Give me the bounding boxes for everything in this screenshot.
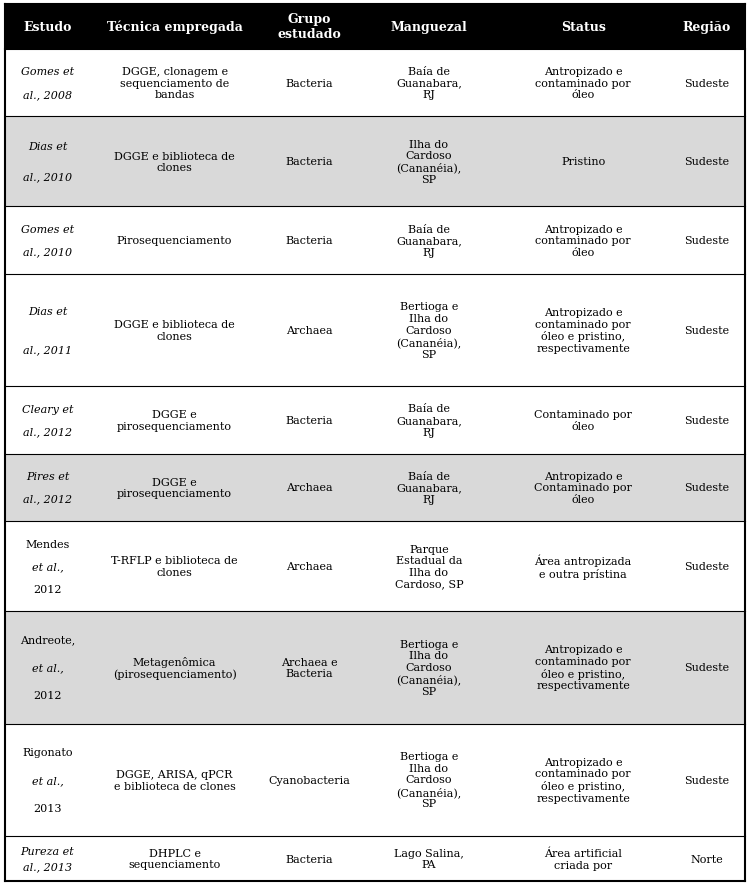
Text: Antropizado e
contaminado por
óleo e pristino,
respectivamente: Antropizado e contaminado por óleo e pri… [536,757,631,803]
Bar [5,275,745,387]
Bar [5,387,745,455]
Text: al., 2010: al., 2010 [22,172,72,183]
Text: al., 2011: al., 2011 [22,345,72,354]
Text: Andreote,: Andreote, [20,634,75,644]
Text: al., 2010: al., 2010 [22,247,72,257]
Text: Rigonato: Rigonato [22,747,73,757]
Text: Antropizado e
contaminado por
óleo: Antropizado e contaminado por óleo [536,224,631,258]
Text: al., 2012: al., 2012 [22,494,72,504]
Text: Baía de
Guanabara,
RJ: Baía de Guanabara, RJ [396,471,462,504]
Text: al., 2008: al., 2008 [22,89,72,100]
Bar [5,522,745,611]
Text: et al.,: et al., [32,775,63,785]
Text: Bacteria: Bacteria [286,79,333,89]
Text: Técnica empregada: Técnica empregada [106,20,242,35]
Text: Archaea: Archaea [286,562,333,571]
Text: Pureza et: Pureza et [20,846,74,856]
Text: Gomes et: Gomes et [21,67,74,77]
Text: Gomes et: Gomes et [21,225,74,235]
Text: Dias et: Dias et [28,307,67,317]
Bar [5,207,745,275]
Text: Estudo: Estudo [23,21,71,34]
Bar [5,836,745,881]
Text: al., 2012: al., 2012 [22,427,72,437]
Text: Metagenômica
(pirosequenciamento): Metagenômica (pirosequenciamento) [112,656,236,680]
Text: Grupo
estudado: Grupo estudado [278,13,341,42]
Text: Cleary et: Cleary et [22,404,74,415]
Text: Sudeste: Sudeste [684,775,729,785]
Text: T-RFLP e biblioteca de
clones: T-RFLP e biblioteca de clones [111,556,238,578]
Text: Parque
Estadual da
Ilha do
Cardoso, SP: Parque Estadual da Ilha do Cardoso, SP [394,544,464,589]
Text: Lago Salina,
PA: Lago Salina, PA [394,848,464,869]
Text: DGGE e
pirosequenciamento: DGGE e pirosequenciamento [117,478,232,499]
Bar [5,117,745,207]
Text: Área artificial
criada por: Área artificial criada por [544,848,622,869]
Text: Pires et: Pires et [26,471,69,482]
Text: Sudeste: Sudeste [684,326,729,336]
Text: Pirosequenciamento: Pirosequenciamento [117,236,232,245]
Text: DGGE, clonagem e
sequenciamento de
bandas: DGGE, clonagem e sequenciamento de banda… [120,67,230,100]
Text: Antropizado e
contaminado por
óleo: Antropizado e contaminado por óleo [536,67,631,100]
Text: Bacteria: Bacteria [286,236,333,245]
Text: Sudeste: Sudeste [684,562,729,571]
Text: Região: Região [682,21,730,34]
Text: Mendes: Mendes [26,539,70,549]
Text: Manguezal: Manguezal [391,21,467,34]
Text: Ilha do
Cardoso
(Cananéia),
SP: Ilha do Cardoso (Cananéia), SP [396,139,461,185]
Text: Sudeste: Sudeste [684,236,729,245]
Text: Archaea: Archaea [286,326,333,336]
Text: Baía de
Guanabara,
RJ: Baía de Guanabara, RJ [396,224,462,258]
Text: Sudeste: Sudeste [684,157,729,167]
Text: Antropizado e
contaminado por
óleo e pristino,
respectivamente: Antropizado e contaminado por óleo e pri… [536,645,631,690]
Text: Antropizado e
Contaminado por
óleo: Antropizado e Contaminado por óleo [534,471,632,504]
Text: DGGE e biblioteca de
clones: DGGE e biblioteca de clones [114,320,235,341]
Bar [5,611,745,724]
Text: 2012: 2012 [33,584,62,594]
Text: Cyanobacteria: Cyanobacteria [268,775,350,785]
Text: 2013: 2013 [33,803,62,813]
Text: Contaminado por
óleo: Contaminado por óleo [534,409,632,431]
Text: Área antropizada
e outra prístina: Área antropizada e outra prístina [535,554,632,579]
Text: Baía de
Guanabara,
RJ: Baía de Guanabara, RJ [396,67,462,100]
Text: Bertioga e
Ilha do
Cardoso
(Cananéia),
SP: Bertioga e Ilha do Cardoso (Cananéia), S… [396,639,461,696]
Text: Antropizado e
contaminado por
óleo e pristino,
respectivamente: Antropizado e contaminado por óleo e pri… [536,307,631,354]
Text: Archaea e
Bacteria: Archaea e Bacteria [281,657,338,679]
Bar [5,724,745,836]
Text: Sudeste: Sudeste [684,663,729,672]
Text: DGGE e
pirosequenciamento: DGGE e pirosequenciamento [117,409,232,431]
Text: Status: Status [561,21,605,34]
Text: 2012: 2012 [33,691,62,701]
Text: Norte: Norte [690,853,723,864]
Text: Bacteria: Bacteria [286,853,333,864]
Text: Sudeste: Sudeste [684,483,729,493]
Text: Bacteria: Bacteria [286,416,333,425]
Bar [5,5,745,50]
Text: Dias et: Dias et [28,143,67,152]
Bar [5,455,745,522]
Bar [5,50,745,117]
Text: DHPLC e
sequenciamento: DHPLC e sequenciamento [128,848,220,869]
Text: Bertioga e
Ilha do
Cardoso
(Cananéia),
SP: Bertioga e Ilha do Cardoso (Cananéia), S… [396,751,461,809]
Text: Sudeste: Sudeste [684,416,729,425]
Text: DGGE, ARISA, qPCR
e biblioteca de clones: DGGE, ARISA, qPCR e biblioteca de clones [114,769,236,790]
Text: DGGE e biblioteca de
clones: DGGE e biblioteca de clones [114,152,235,173]
Text: Sudeste: Sudeste [684,79,729,89]
Text: al., 2013: al., 2013 [22,861,72,871]
Text: et al.,: et al., [32,663,63,672]
Text: Baía de
Guanabara,
RJ: Baía de Guanabara, RJ [396,404,462,437]
Text: Bertioga e
Ilha do
Cardoso
(Cananéia),
SP: Bertioga e Ilha do Cardoso (Cananéia), S… [396,302,461,360]
Text: Pristino: Pristino [561,157,605,167]
Text: Archaea: Archaea [286,483,333,493]
Text: et al.,: et al., [32,562,63,571]
Text: Bacteria: Bacteria [286,157,333,167]
